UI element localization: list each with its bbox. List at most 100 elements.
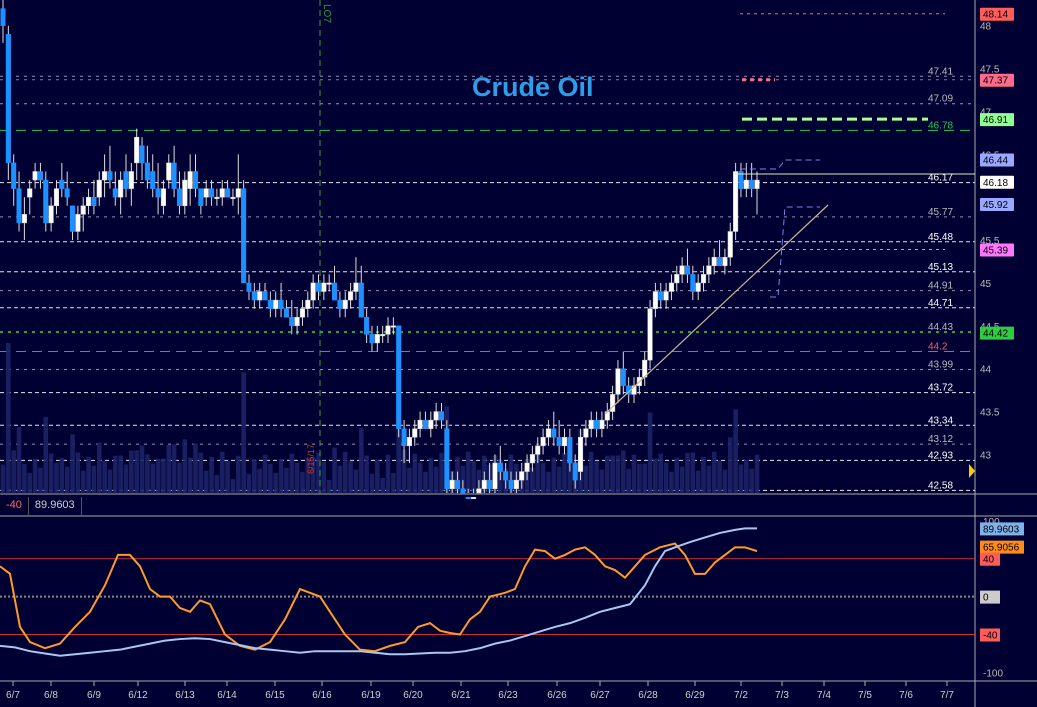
volume-bar — [305, 457, 311, 493]
volume-bar — [332, 447, 337, 493]
volume-bar — [610, 455, 615, 493]
volume-bar — [583, 465, 589, 493]
volume-bar — [599, 469, 605, 493]
candle-body — [572, 462, 578, 481]
candle-body — [187, 171, 193, 189]
candle-body — [315, 282, 322, 292]
volume-bar — [38, 467, 43, 493]
volume-bar — [209, 456, 214, 493]
volume-bar — [380, 478, 385, 493]
candle-body — [497, 462, 503, 472]
volume-bar — [428, 457, 434, 493]
price-badge — [980, 326, 1014, 340]
candle-body — [294, 316, 300, 327]
candle-body — [192, 171, 199, 189]
candle-body — [454, 479, 461, 489]
candle-body — [337, 299, 343, 309]
candle-body — [652, 291, 658, 309]
volume-bar — [139, 445, 145, 493]
volume-bar — [433, 466, 439, 493]
candle-body — [428, 419, 434, 429]
candle-body — [43, 179, 49, 224]
candle-body — [182, 179, 188, 207]
volume-bar — [562, 452, 567, 493]
candle-body — [96, 179, 102, 198]
candle-body — [690, 274, 696, 292]
candle-body — [358, 282, 364, 318]
candle-body — [160, 188, 166, 207]
candle-body — [348, 291, 354, 301]
volume-bar — [150, 463, 156, 493]
price-level-label: 47.41 — [928, 66, 953, 77]
volume-bar — [257, 468, 262, 493]
volume-bar — [289, 453, 295, 493]
candle-body — [444, 428, 450, 489]
candle-body — [594, 419, 600, 429]
price-axis-tick: 48 — [980, 22, 992, 33]
date-label: 7/4 — [817, 690, 831, 701]
volume-bar — [187, 457, 193, 493]
candle-body — [230, 196, 236, 199]
candle-body — [278, 299, 284, 309]
price-level-label: 43.34 — [928, 415, 953, 426]
volume-bar — [252, 459, 257, 493]
candle-body — [422, 419, 429, 429]
date-label: 6/20 — [403, 690, 423, 701]
date-label: 6/13 — [175, 690, 195, 701]
volume-bar — [64, 466, 70, 493]
oscillator-slow-line — [0, 527, 757, 657]
candle-body — [529, 454, 535, 464]
price-badge — [980, 198, 1014, 212]
candle-body — [59, 179, 65, 189]
candle-body — [733, 171, 739, 232]
date-label: 6/27 — [590, 690, 610, 701]
candle-body — [706, 265, 712, 275]
candle-body — [433, 411, 439, 421]
volume-bar — [604, 455, 610, 493]
price-level-label: 44.71 — [928, 298, 953, 309]
price-badge — [980, 7, 1014, 21]
candle-body — [615, 368, 621, 395]
oscillator-badge — [980, 540, 1024, 554]
date-label: 6/28 — [638, 690, 658, 701]
volume-bar — [268, 463, 273, 493]
candle-body — [321, 282, 327, 292]
volume-bar — [70, 434, 75, 493]
volume-bar — [385, 454, 391, 493]
candle-body — [717, 256, 723, 267]
volume-bar — [310, 457, 316, 493]
candle-body — [128, 171, 134, 189]
candle-body — [118, 179, 124, 198]
price-axis-tick: 43.5 — [980, 408, 1000, 419]
volume-bar — [102, 460, 107, 493]
candle-body — [647, 308, 653, 361]
candle-body — [374, 334, 380, 344]
volume-bar — [701, 456, 706, 493]
candle-body — [37, 171, 43, 181]
volume-bar — [342, 451, 348, 493]
volume-bar — [91, 465, 97, 493]
date-axis: 6/7 6/8 6/9 6/12 6/13 6/14 6/15 6/16 6/19 6/20 6/2… — [6, 681, 954, 701]
candle-body — [305, 299, 311, 309]
price-badge — [980, 153, 1014, 167]
candle-body — [577, 437, 584, 472]
volume-bar — [615, 455, 621, 493]
volume-bar — [230, 479, 236, 493]
volume-bar — [32, 458, 38, 493]
candle-body — [176, 188, 183, 207]
volume-bar — [177, 462, 182, 493]
volume-bar — [669, 471, 674, 493]
price-axis-tick: 45.5 — [980, 236, 1000, 247]
candle-body — [326, 282, 332, 285]
volume-bar — [439, 452, 444, 493]
oscillator-badge-label: 0 — [983, 593, 989, 604]
date-label: 7/3 — [775, 690, 789, 701]
volume-bar — [471, 460, 476, 493]
volume-bar — [241, 372, 246, 493]
volume-bar — [738, 464, 744, 493]
volume-bar — [107, 469, 113, 493]
volume-bar — [155, 458, 161, 493]
candle-body — [134, 136, 140, 164]
candle-body — [438, 411, 445, 421]
